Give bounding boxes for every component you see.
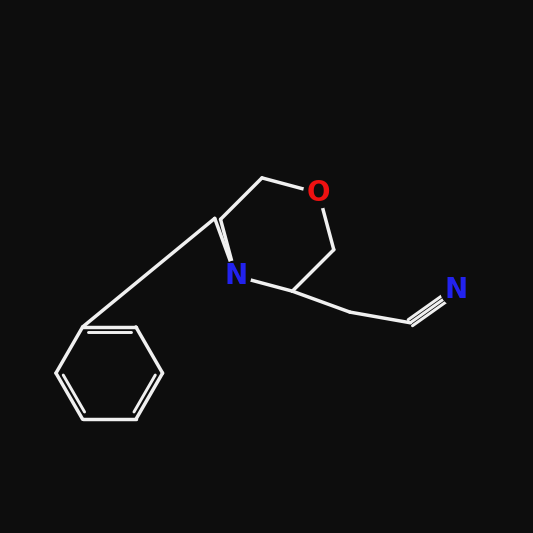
Circle shape <box>441 276 471 305</box>
Text: O: O <box>307 179 330 207</box>
Text: N: N <box>444 277 467 304</box>
Circle shape <box>304 178 334 208</box>
Circle shape <box>221 261 251 291</box>
Text: N: N <box>224 262 247 290</box>
